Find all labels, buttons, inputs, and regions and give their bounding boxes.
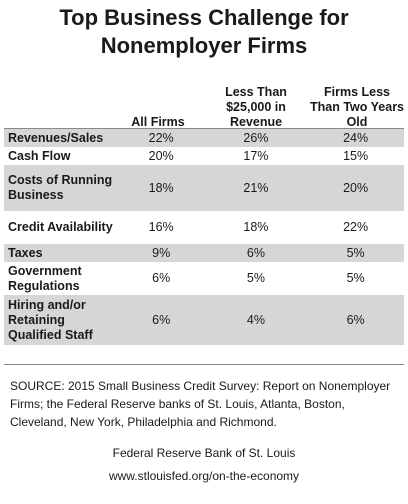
data-table: Revenues/Sales 22% 26% 24% Cash Flow 20% 17% 15…	[4, 129, 404, 345]
table-cell: 9%	[117, 244, 205, 262]
footer-url: www.stlouisfed.org/on-the-economy	[108, 469, 300, 483]
table-cell: 21%	[204, 165, 308, 211]
table-cell: 6%	[204, 244, 308, 262]
row-label: Cash Flow	[8, 148, 71, 163]
table-cell: 6%	[307, 295, 404, 345]
table-cell: 16%	[148, 220, 174, 234]
header-rule	[4, 128, 404, 129]
row-label: Taxes	[4, 244, 118, 262]
table-row: Costs of Running Business 18% 21% 20%	[4, 165, 404, 211]
chart-title: Top Business Challenge for Nonemployer F…	[0, 4, 408, 60]
table-cell: 4%	[204, 295, 308, 345]
table-cell: 5%	[346, 271, 365, 285]
table-row: Revenues/Sales 22% 26% 24%	[4, 129, 404, 147]
table-cell: 15%	[343, 148, 369, 163]
table-cell: 5%	[246, 271, 265, 285]
table-cell: 20%	[148, 148, 174, 163]
table-body: Revenues/Sales 22% 26% 24% Cash Flow 20% 17% 15…	[4, 129, 404, 345]
row-label: Costs of Running Business	[4, 165, 118, 211]
row-label: Credit Availability	[8, 220, 113, 234]
table-cell: 6%	[152, 271, 171, 285]
column-header-less-than-25000: Less Than $25,000 in Revenue	[225, 85, 287, 129]
table-cell: 18%	[243, 220, 269, 234]
table-row: Credit Availability 16% 18% 22%	[4, 211, 404, 244]
table-cell: 24%	[307, 129, 404, 147]
source-note: SOURCE: 2015 Small Business Credit Surve…	[10, 379, 391, 429]
footer-org: Federal Reserve Bank of St. Louis	[112, 446, 296, 460]
table-row: Hiring and/or Retaining Qualified Staff 6…	[4, 295, 404, 345]
row-label: Government Regulations	[8, 263, 82, 293]
table-cell: 22%	[117, 129, 205, 147]
table-cell: 20%	[307, 165, 404, 211]
bottom-rule	[4, 364, 404, 365]
table-row: Taxes 9% 6% 5%	[4, 244, 404, 262]
table-header: All Firms Less Than $25,000 in Revenue F…	[0, 78, 408, 130]
table-row: Cash Flow 20% 17% 15%	[4, 147, 404, 165]
table-row: Government Regulations 6% 5% 5%	[4, 262, 404, 295]
chart-title-text: Top Business Challenge for Nonemployer F…	[59, 5, 349, 58]
table-cell: 5%	[307, 244, 404, 262]
column-header-all-firms: All Firms	[131, 115, 185, 129]
table-cell: 22%	[343, 220, 369, 234]
table-cell: 26%	[204, 129, 308, 147]
column-header-firms-less-than-two-years: Firms Less Than Two Years Old	[310, 85, 405, 129]
table-cell: 6%	[117, 295, 205, 345]
row-label: Revenues/Sales	[4, 129, 118, 147]
row-label: Hiring and/or Retaining Qualified Staff	[4, 295, 118, 345]
table-cell: 18%	[117, 165, 205, 211]
table-cell: 17%	[243, 148, 269, 163]
